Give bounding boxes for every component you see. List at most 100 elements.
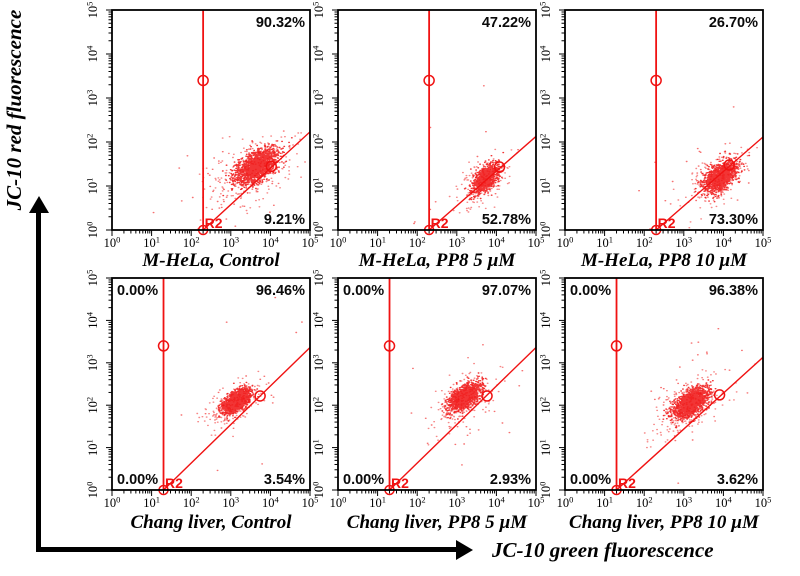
percent-upper-right: 90.32% bbox=[256, 15, 305, 31]
percent-lower-right: 3.62% bbox=[717, 472, 758, 488]
y-tick-label: 102 bbox=[538, 134, 554, 151]
percent-lower-right: 9.21% bbox=[264, 212, 305, 228]
x-tick-label: 103 bbox=[675, 235, 692, 251]
y-tick-label: 103 bbox=[538, 354, 554, 371]
x-tick-label: 105 bbox=[302, 495, 319, 511]
percent-upper-left: 0.00% bbox=[343, 283, 384, 299]
gate-diagonal-handle-icon bbox=[493, 161, 506, 173]
scatter-points bbox=[389, 344, 536, 490]
scatter-points bbox=[163, 296, 310, 490]
gate-diagonal-line bbox=[616, 356, 763, 490]
gate-r2-label: R2 bbox=[618, 475, 636, 491]
gate-diagonal-handle-icon bbox=[481, 390, 493, 402]
gate-diagonal-line bbox=[202, 131, 310, 230]
y-tick-label: 103 bbox=[538, 90, 554, 107]
y-axis-arrow bbox=[36, 210, 41, 550]
x-tick-label: 102 bbox=[409, 235, 426, 251]
y-tick-label: 105 bbox=[311, 2, 327, 19]
x-tick-label: 103 bbox=[675, 495, 692, 511]
x-tick-label: 105 bbox=[755, 235, 772, 251]
y-tick-label: 100 bbox=[311, 482, 327, 499]
gate-diagonal-handle-icon bbox=[713, 389, 726, 401]
y-tick-label: 101 bbox=[538, 178, 554, 195]
plot-border bbox=[111, 277, 311, 491]
x-tick-label: 104 bbox=[715, 495, 733, 511]
y-tick-label: 104 bbox=[311, 311, 327, 329]
percent-lower-right: 2.93% bbox=[490, 472, 531, 488]
gate-handle-icon bbox=[650, 74, 662, 87]
x-tick-label: 105 bbox=[755, 495, 772, 511]
plot-border bbox=[337, 277, 537, 491]
x-tick-label: 104 bbox=[488, 235, 506, 251]
gate-r2-label: R2 bbox=[165, 475, 183, 491]
x-tick-label: 104 bbox=[488, 495, 506, 511]
gate-diagonal-handle-icon bbox=[265, 160, 277, 173]
y-tick-label: 101 bbox=[85, 178, 101, 195]
plot-title: M-HeLa, Control bbox=[142, 250, 280, 271]
x-tick-label: 101 bbox=[596, 495, 613, 511]
gate-r2-label: R2 bbox=[658, 215, 676, 231]
y-tick-label: 101 bbox=[538, 439, 554, 456]
y-tick-label: 105 bbox=[85, 270, 101, 287]
gate-handle-icon bbox=[383, 340, 396, 352]
x-tick-label: 102 bbox=[409, 495, 426, 511]
y-tick-label: 104 bbox=[85, 311, 101, 329]
right-arrowhead-icon bbox=[456, 540, 473, 560]
x-tick-label: 102 bbox=[183, 495, 200, 511]
y-tick-label: 102 bbox=[85, 397, 101, 414]
percent-upper-right: 97.07% bbox=[482, 283, 531, 299]
x-tick-label: 100 bbox=[330, 495, 347, 511]
plot-title: M-HeLa, PP8 5 µM bbox=[358, 250, 516, 271]
y-tick-label: 100 bbox=[85, 222, 101, 239]
axis-ticks bbox=[559, 9, 764, 236]
plot-title: Chang liver, PP8 10 µM bbox=[569, 512, 759, 533]
percent-lower-right: 73.30% bbox=[709, 212, 758, 228]
y-tick-label: 104 bbox=[311, 45, 327, 63]
plot-border bbox=[564, 9, 764, 231]
x-tick-label: 103 bbox=[448, 235, 465, 251]
percent-lower-left: 0.00% bbox=[343, 472, 384, 488]
y-tick-label: 105 bbox=[85, 2, 101, 19]
y-tick-label: 100 bbox=[538, 482, 554, 499]
x-tick-label: 101 bbox=[143, 495, 160, 511]
gate-handle-icon bbox=[423, 74, 435, 87]
plot-border bbox=[111, 9, 311, 231]
x-tick-label: 105 bbox=[528, 495, 545, 511]
axis-ticks bbox=[106, 277, 311, 496]
gate-r2-label: R2 bbox=[431, 215, 449, 231]
plot-title: Chang liver, Control bbox=[130, 512, 292, 533]
y-tick-label: 105 bbox=[538, 270, 554, 287]
gate-handle-icon bbox=[197, 74, 209, 87]
x-tick-label: 103 bbox=[222, 235, 239, 251]
gate-diagonal-handle-icon bbox=[254, 390, 266, 402]
x-tick-label: 101 bbox=[143, 235, 160, 251]
y-tick-label: 102 bbox=[311, 134, 327, 151]
percent-upper-right: 26.70% bbox=[709, 15, 758, 31]
y-tick-label: 104 bbox=[538, 311, 554, 329]
x-tick-label: 100 bbox=[104, 495, 121, 511]
y-tick-label: 103 bbox=[311, 354, 327, 371]
gate-diagonal-handle-icon bbox=[723, 159, 735, 171]
x-tick-label: 103 bbox=[222, 495, 239, 511]
x-tick-label: 101 bbox=[369, 235, 386, 251]
y-tick-label: 101 bbox=[311, 178, 327, 195]
y-tick-label: 104 bbox=[85, 45, 101, 63]
gate-diagonal-line bbox=[389, 346, 536, 490]
axis-ticks bbox=[106, 9, 311, 236]
x-tick-label: 104 bbox=[262, 235, 280, 251]
percent-upper-left: 0.00% bbox=[570, 283, 611, 299]
axis-ticks bbox=[332, 9, 537, 236]
dot-plot: 100 101 102 103 104 105 100 101 102 103 104 105 R2 90… bbox=[85, 2, 319, 251]
x-tick-label: 100 bbox=[557, 235, 574, 251]
y-tick-label: 101 bbox=[85, 439, 101, 456]
gate-r2-label: R2 bbox=[391, 475, 409, 491]
y-tick-label: 102 bbox=[311, 397, 327, 414]
plot-border bbox=[564, 277, 764, 491]
dot-plot: 100 101 102 103 104 105 100 101 102 103 104 105 R2 26… bbox=[538, 2, 772, 251]
x-tick-label: 100 bbox=[557, 495, 574, 511]
x-axis-label: JC-10 green fluorescence bbox=[492, 538, 714, 562]
gate-handle-icon bbox=[610, 340, 623, 352]
gate-diagonal-line bbox=[655, 136, 763, 230]
x-tick-label: 100 bbox=[330, 235, 347, 251]
gate-diagonal-line bbox=[163, 346, 310, 490]
